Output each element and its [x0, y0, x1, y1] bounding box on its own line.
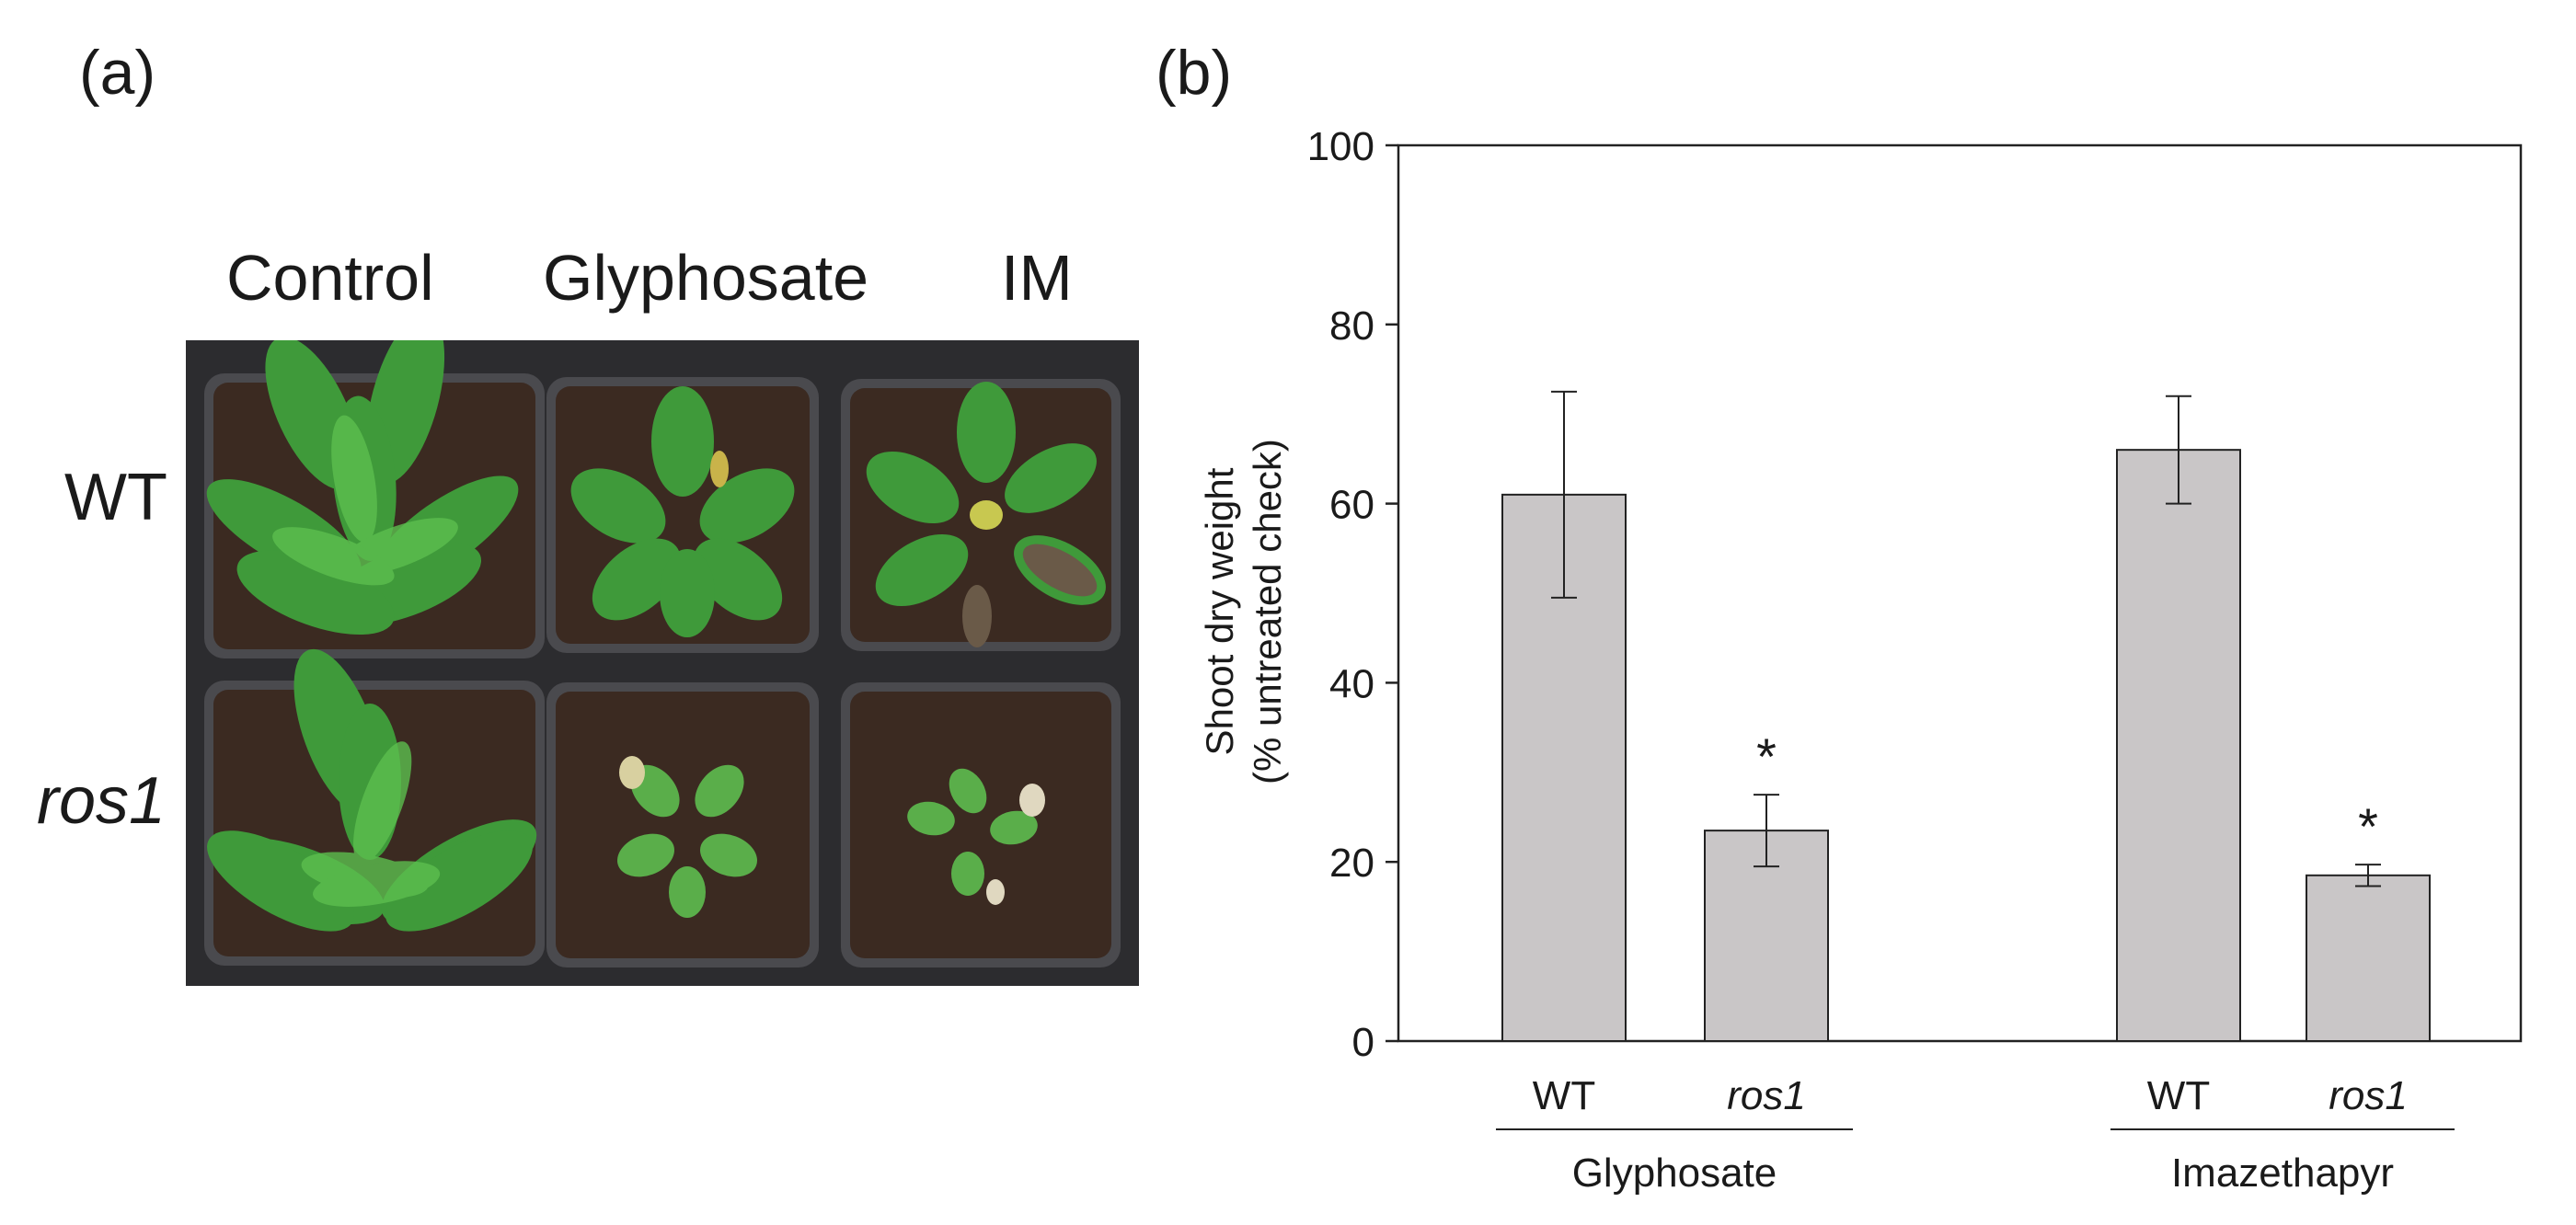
y-tick-label: 100: [1307, 124, 1374, 169]
plot-frame: [1397, 143, 2523, 1043]
x-label-ros1: ros1: [2329, 1073, 2408, 1118]
x-label-ros1: ros1: [1727, 1073, 1806, 1118]
column-header-im: IM: [1001, 242, 1073, 314]
x-label-wt: WT: [2147, 1073, 2210, 1118]
panel-a-label: (a): [79, 38, 156, 108]
y-tick-label: 40: [1329, 661, 1374, 706]
y-tick-label: 80: [1329, 303, 1374, 349]
bar-imazethapyr-ros1: [2306, 874, 2431, 1042]
y-tick-label: 0: [1352, 1020, 1374, 1065]
x-label-wt: WT: [1533, 1073, 1595, 1118]
row-header-wt: WT: [64, 461, 167, 534]
significance-marker: *: [2358, 797, 2378, 855]
significance-marker: *: [1756, 727, 1777, 785]
bar-imazethapyr-wt: [2116, 449, 2241, 1043]
plant-photo: [186, 340, 1139, 986]
y-axis-label-line1: Shoot dry weight: [1198, 467, 1241, 755]
panel-b-label: (b): [1156, 38, 1233, 108]
column-header-control: Control: [226, 242, 434, 314]
group-label-imazethapyr: Imazethapyr: [2171, 1151, 2394, 1196]
y-tick-label: 60: [1329, 483, 1374, 528]
group-label-glyphosate: Glyphosate: [1572, 1151, 1777, 1196]
row-header-ros1: ros1: [37, 764, 167, 838]
y-axis-label-line2: (% untreated check): [1246, 439, 1289, 784]
column-header-glyphosate: Glyphosate: [543, 242, 869, 314]
y-tick-label: 20: [1329, 841, 1374, 886]
